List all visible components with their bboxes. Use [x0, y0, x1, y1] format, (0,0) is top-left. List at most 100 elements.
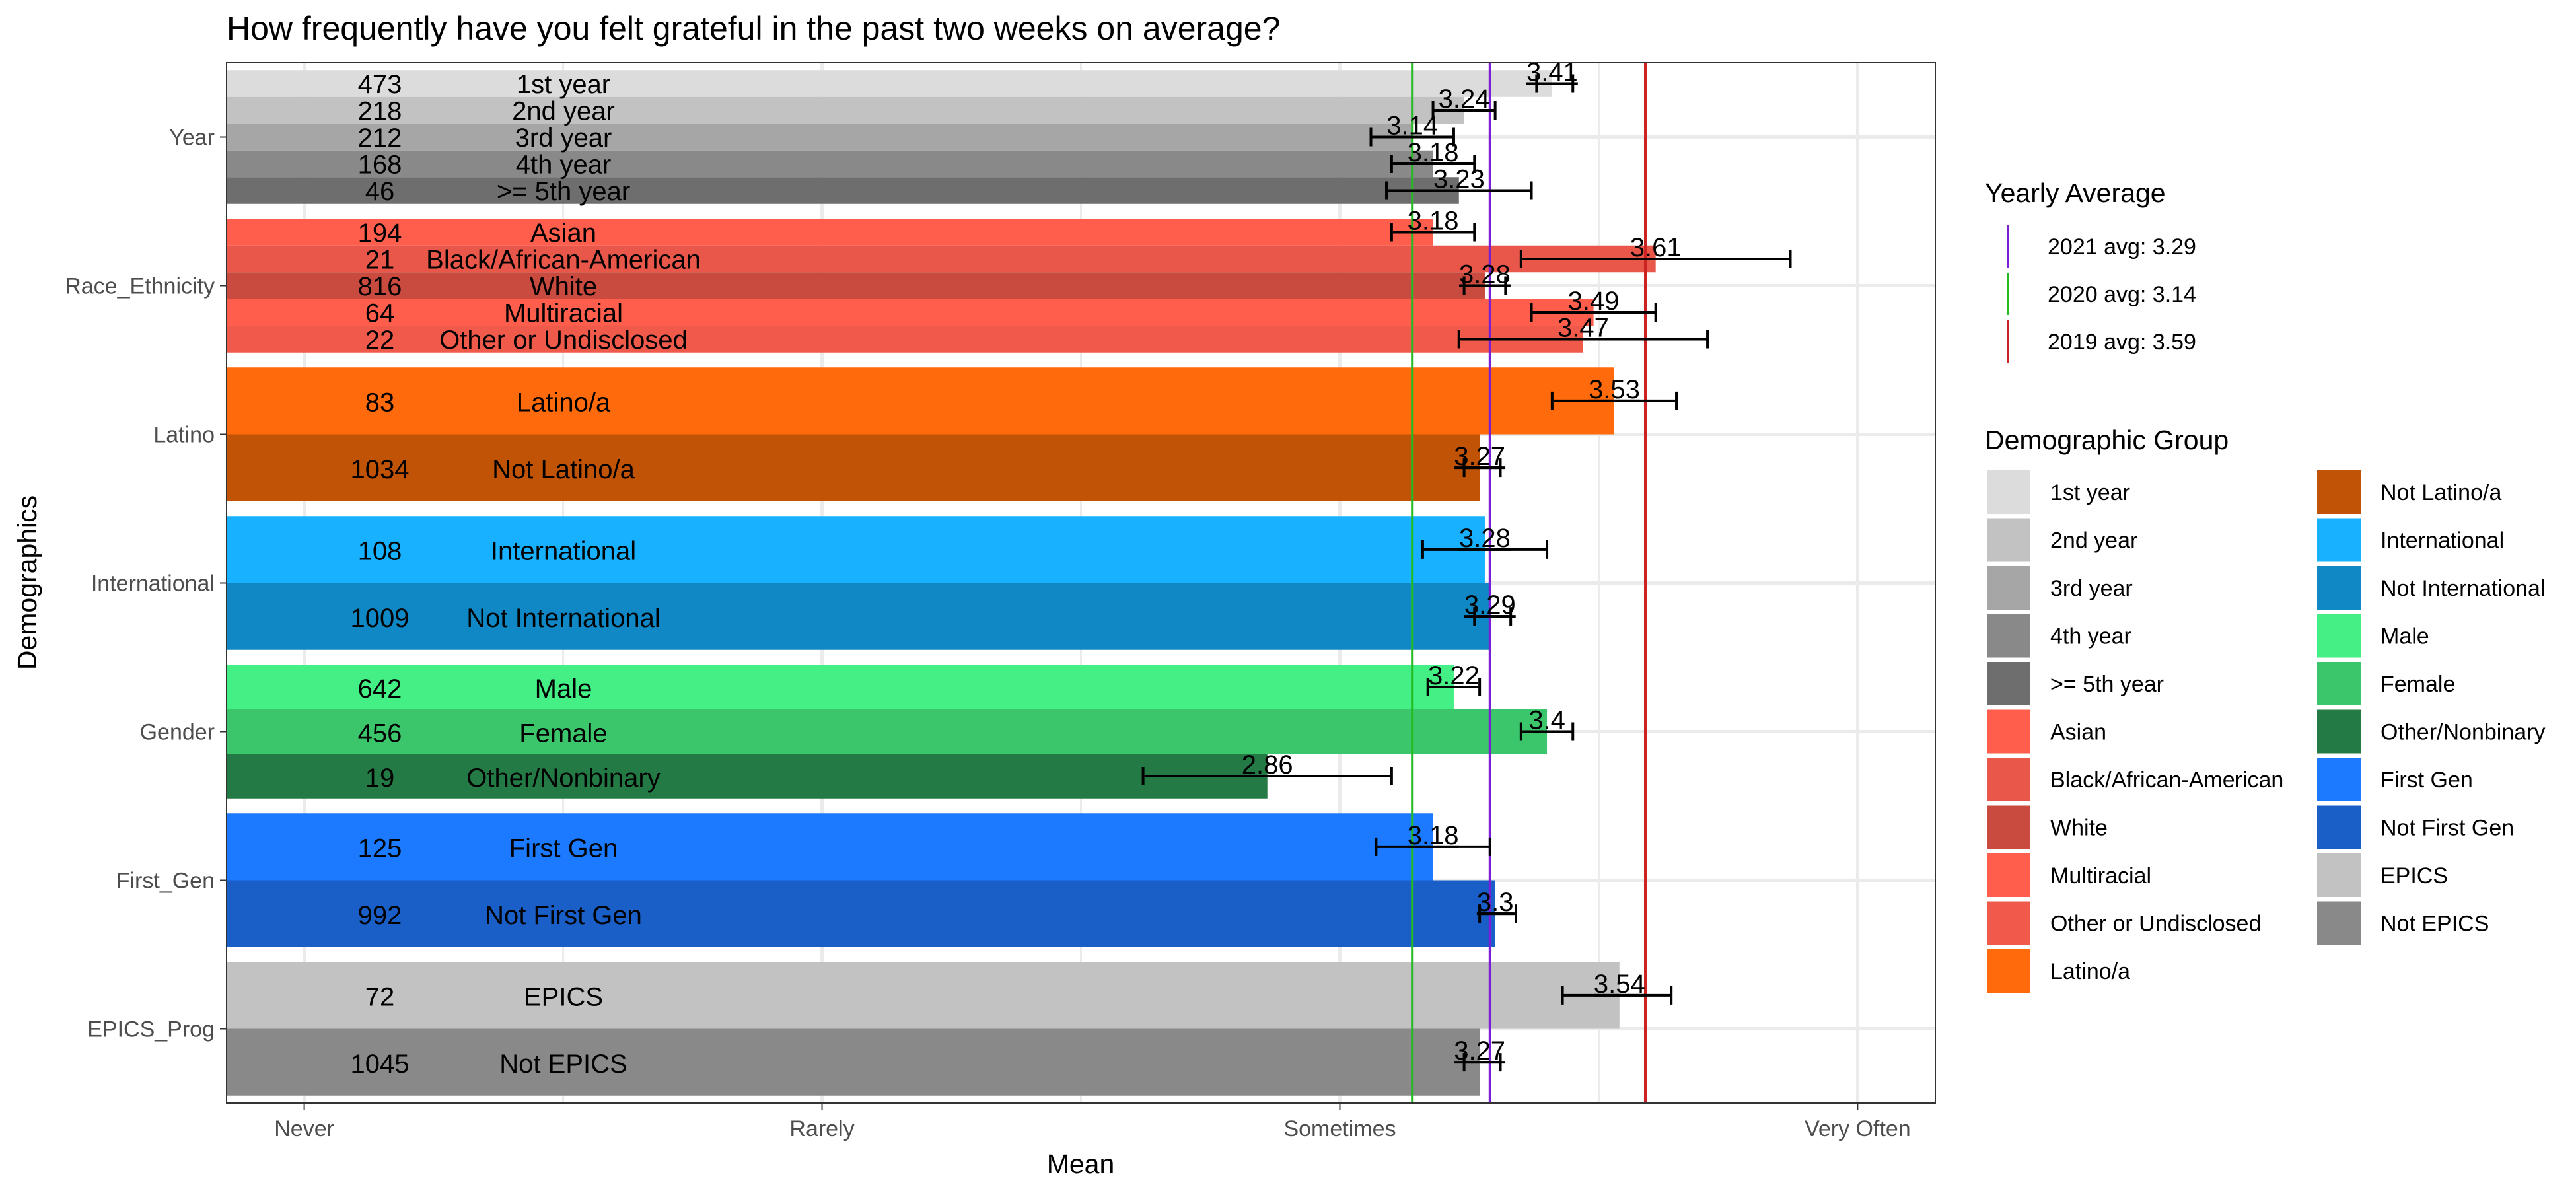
mean-value-label: 3.22: [1428, 661, 1480, 690]
mean-value-label: 3.18: [1408, 821, 1459, 850]
legend-label: Other or Undisclosed: [2050, 912, 2261, 937]
bar-category-label: Not International: [466, 604, 661, 633]
bar-count-label: 1045: [351, 1050, 410, 1079]
legend-label: Not EPICS: [2380, 912, 2489, 937]
legend-label: Not First Gen: [2380, 816, 2514, 841]
bar-count-label: 83: [365, 388, 395, 417]
bar-count-label: 456: [358, 719, 402, 748]
mean-value-label: 3.23: [1433, 165, 1485, 194]
bar-category-label: Black/African-American: [426, 246, 701, 275]
legend-swatch: [1987, 566, 2030, 610]
bar-category-label: 1st year: [517, 70, 610, 99]
legend-label: Latino/a: [2050, 959, 2130, 984]
bar-count-label: 1009: [351, 604, 410, 633]
mean-value-label: 3.53: [1589, 375, 1640, 404]
bar: [227, 754, 1268, 799]
mean-value-label: 3.4: [1528, 706, 1565, 735]
legend-label: White: [2050, 816, 2108, 841]
legend-swatch: [1987, 614, 2030, 658]
mean-value-label: 3.29: [1464, 591, 1516, 620]
y-tick-label: Gender: [140, 720, 215, 745]
legend-swatch: [1987, 805, 2030, 849]
bar-category-label: Other/Nonbinary: [466, 764, 660, 793]
bar: [227, 326, 1583, 353]
bar: [227, 150, 1433, 178]
bar-count-label: 1034: [351, 455, 410, 484]
legend-label: Not International: [2380, 576, 2546, 601]
bar-category-label: International: [491, 537, 636, 566]
bar: [227, 665, 1454, 709]
bar-count-label: 64: [365, 299, 395, 328]
bar: [227, 880, 1495, 947]
bar-category-label: Asian: [530, 219, 596, 248]
bar-count-label: 212: [358, 124, 402, 153]
y-axis: Year Race_Ethnicity Latino International Gen…: [65, 126, 227, 1042]
bar-count-label: 22: [365, 326, 395, 355]
bar-count-label: 108: [358, 537, 402, 566]
bar-category-label: First Gen: [509, 834, 618, 863]
bar-category-label: Not Latino/a: [492, 455, 635, 484]
mean-value-label: 3.3: [1477, 888, 1514, 917]
legend-label: Asian: [2050, 720, 2106, 745]
bar: [227, 516, 1485, 583]
mean-value-label: 3.18: [1408, 207, 1459, 236]
chart-title: How frequently have you felt grateful in…: [227, 10, 1280, 47]
bar-category-label: Female: [519, 719, 607, 748]
y-axis-title: Demographics: [12, 495, 42, 670]
bar-category-label: Latino/a: [517, 388, 611, 417]
bar-count-label: 46: [365, 177, 395, 206]
legend-label: 2nd year: [2050, 528, 2137, 554]
legend-swatch: [1987, 901, 2030, 945]
bar-count-label: 218: [358, 97, 402, 126]
y-tick-label: Year: [169, 126, 215, 151]
y-tick-label: Latino: [153, 423, 215, 448]
reference-lines: [1411, 63, 1647, 1103]
bar: [227, 709, 1548, 754]
legend-swatch: [2317, 614, 2361, 658]
bar-count-label: 473: [358, 70, 402, 99]
bar-group: [227, 70, 1656, 1096]
bar-category-label: Not First Gen: [485, 901, 642, 930]
bar-count-label: 125: [358, 834, 402, 863]
mean-value-label: 3.28: [1459, 524, 1511, 553]
y-tick-label: International: [91, 571, 215, 596]
legend-label: Other/Nonbinary: [2380, 720, 2545, 745]
bar: [227, 219, 1433, 246]
mean-value-label: 3.54: [1594, 970, 1645, 999]
legend-swatch: [1987, 758, 2030, 801]
legend-swatch: [2317, 758, 2361, 801]
bar-category-label: White: [530, 272, 597, 301]
mean-value-label: 2.86: [1242, 750, 1293, 779]
legend-label: 4th year: [2050, 624, 2131, 649]
legend-swatch: [1987, 470, 2030, 514]
legend-label: Not Latino/a: [2380, 480, 2501, 505]
legend-label: First Gen: [2380, 768, 2473, 793]
legend: Yearly Average Demographic Group 2021 av…: [1985, 178, 2546, 993]
legend-swatch: [2317, 709, 2361, 754]
bar: [227, 245, 1656, 273]
mean-value-label: 3.24: [1439, 85, 1490, 114]
bar: [227, 434, 1480, 501]
y-tick-label: EPICS_Prog: [87, 1017, 215, 1042]
bar: [227, 299, 1594, 326]
legend-swatch: [1987, 709, 2030, 754]
bar: [227, 96, 1464, 124]
bar-count-label: 816: [358, 272, 402, 301]
bar: [227, 367, 1614, 435]
bar: [227, 813, 1433, 881]
legend-ref-label: 2021 avg: 3.29: [2048, 234, 2196, 260]
bar: [227, 177, 1459, 204]
bar-category-label: Not EPICS: [499, 1050, 627, 1079]
bar: [227, 962, 1620, 1029]
mean-value-label: 3.61: [1630, 233, 1682, 262]
mean-value-label: 3.49: [1568, 287, 1620, 316]
bar-count-label: 168: [358, 151, 402, 180]
mean-value-label: 3.47: [1557, 314, 1609, 343]
legend-label: Black/African-American: [2050, 768, 2283, 793]
y-tick-label: Race_Ethnicity: [65, 274, 215, 299]
legend-label: 1st year: [2050, 480, 2130, 505]
legend-swatch: [2317, 805, 2361, 849]
bar: [227, 583, 1490, 650]
mean-value-label: 3.27: [1454, 1036, 1505, 1065]
